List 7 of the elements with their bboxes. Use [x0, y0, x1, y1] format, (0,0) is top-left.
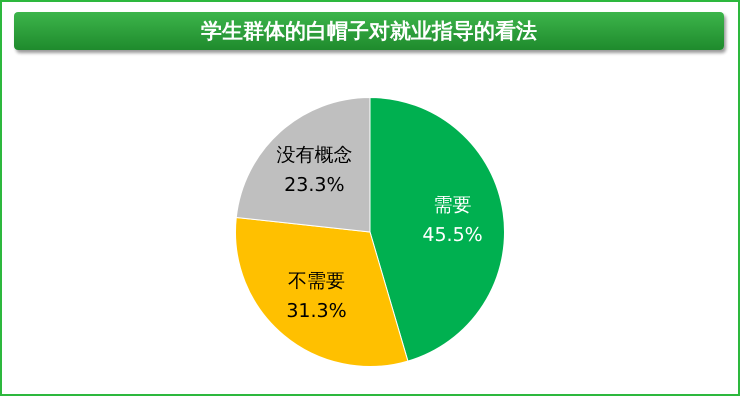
slice-label: 不需要	[288, 270, 345, 292]
data-label: 23.3%	[284, 174, 344, 196]
data-label: 45.5%	[422, 224, 483, 246]
slice-label: 需要	[434, 194, 472, 216]
chart-title: 学生群体的白帽子对就业指导的看法	[14, 12, 724, 50]
data-label: 31.3%	[286, 300, 347, 322]
slice-label: 没有概念	[276, 144, 352, 166]
